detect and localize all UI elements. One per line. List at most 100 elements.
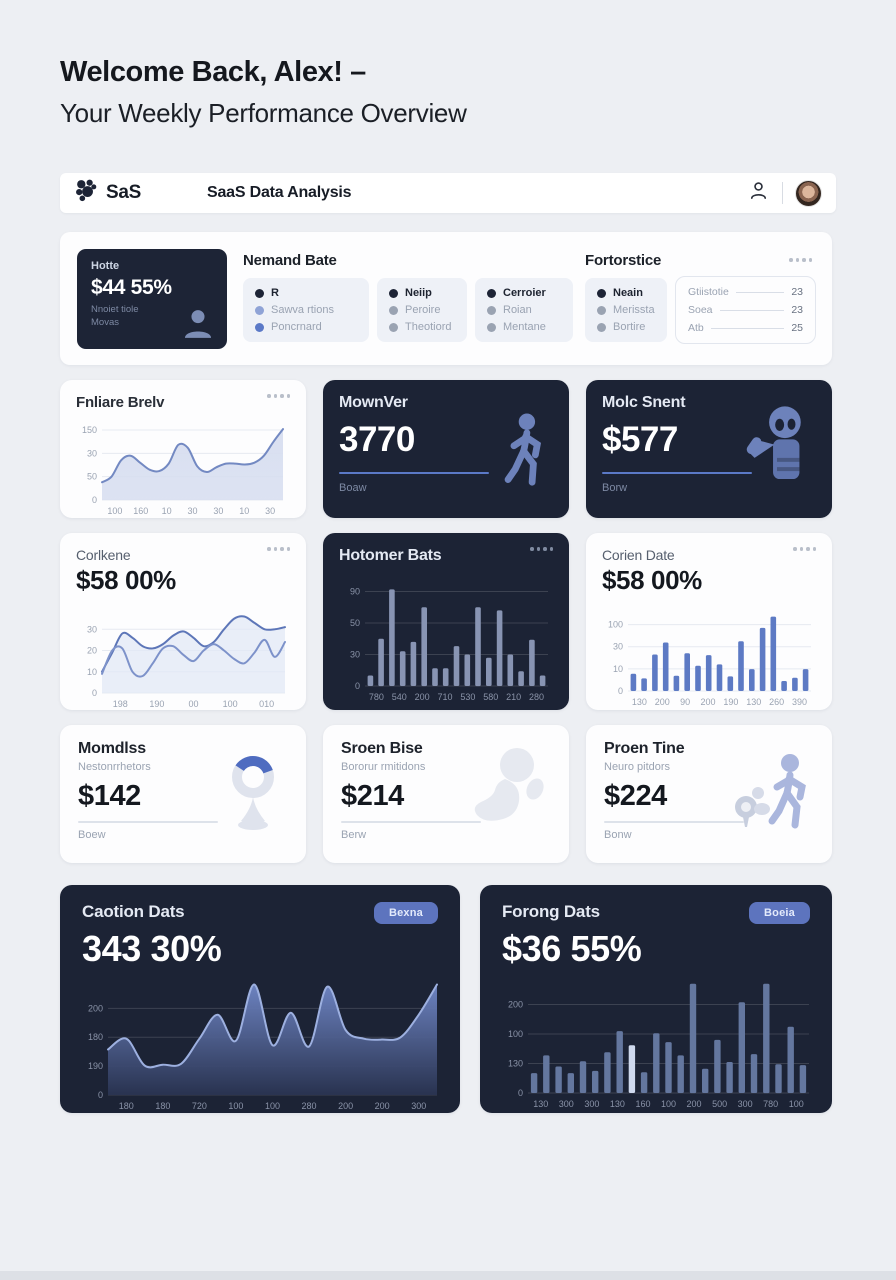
logo-blob-icon [74,178,99,208]
svg-text:540: 540 [392,692,407,702]
legend-group2-title: Fortorstice [585,252,662,269]
legend-dot-icon [597,288,606,298]
momdlss-card: Momdlss Nestonrrhetors $142 Boew [60,725,306,863]
logo[interactable]: SaS [74,178,141,208]
momdlss-title: Momdlss [78,740,146,757]
corien-title: Corien Date [602,547,675,563]
corlkene-title: Corlkene [76,547,131,563]
stats-value: 25 [791,322,803,334]
mownver-value: 3770 [339,420,415,459]
svg-text:200: 200 [338,1101,353,1111]
page-header: Welcome Back, Alex! – Your Weekly Perfor… [60,56,467,129]
sroen-title: Sroen Bise [341,740,423,757]
svg-text:130: 130 [746,697,761,707]
molc-value: $577 [602,420,678,459]
row-3: Corlkene $58 00% 30 20 10 0 198 190 00 100 010 H… [60,533,832,710]
momdlss-value: $142 [78,780,141,812]
hotomer-title: Hotomer Bats [339,547,442,564]
svg-text:280: 280 [302,1101,317,1111]
proen-card: Proen Tine Neuro pitdors $224 Bonw [586,725,832,863]
legend-label: Neain [613,287,643,299]
legend-item: Neain [597,287,655,299]
svg-text:160: 160 [133,506,148,516]
overview-menu-dots[interactable] [789,258,812,262]
svg-text:300: 300 [559,1099,574,1109]
hotomer-bar-chart: 90 50 30 0 780 540 200 710 530 580 210 280 [350,587,548,702]
svg-text:010: 010 [259,699,274,709]
momdlss-subtitle: Nestonrrhetors [78,761,151,773]
legend-dot-icon [487,305,496,315]
proen-underline [604,821,744,823]
figure-raised-hand-icon [744,404,810,493]
stat-sub1: Nnoiet tiole [91,304,139,315]
svg-text:390: 390 [792,697,807,707]
svg-text:130: 130 [533,1099,548,1109]
legend-item: Poncrnard [255,321,357,333]
corien-value: $58 00% [602,565,702,595]
logo-text: SaS [106,182,142,203]
mownver-underline [339,472,489,474]
mownver-card: MownVer 3770 Boaw [323,380,569,518]
svg-text:190: 190 [149,699,164,709]
sroen-value: $214 [341,780,404,812]
corien-menu-dots[interactable] [793,547,816,551]
corien-card: Corien Date $58 00% 100 30 10 0 130 200 90 200 1… [586,533,832,710]
svg-text:30: 30 [87,448,97,458]
overview-panel: Hotte $44 55% Nnoiet tiole Movas Nemand … [60,232,832,365]
proen-value: $224 [604,780,667,812]
svg-text:100: 100 [608,620,623,630]
stats-value: 23 [791,286,803,298]
corlkene-menu-dots[interactable] [267,547,290,551]
proen-title: Proen Tine [604,740,685,757]
legend-label: Neiip [405,287,432,299]
forong-value: $36 55% [502,928,642,969]
sroen-underline [341,821,481,823]
sroen-subtitle: Bororur rmitidons [341,761,426,773]
user-avatar[interactable] [795,179,822,207]
legend-item: Roian [487,304,561,316]
svg-text:200: 200 [88,1003,103,1013]
stats-leader-line [710,327,785,329]
mownver-title: MownVer [339,394,408,411]
legend-dot-icon [255,288,264,298]
legend-label: Sawva rtions [271,304,334,316]
svg-text:30: 30 [213,506,223,516]
fnliare-card: Fnliare Brelv 150 30 50 0 100 160 10 30 30 10 30 [60,380,306,518]
top-navbar: SaS SaaS Data Analysis [60,173,836,213]
user-outline-icon[interactable] [747,179,770,207]
stats-row: Soea 23 [688,304,803,316]
fnliare-title: Fnliare Brelv [76,394,165,411]
legend-dot-icon [389,288,398,298]
svg-text:200: 200 [655,697,670,707]
legend-box-4: Neain Merissta Bortire [585,278,667,342]
caotion-card: Caotion Dats Bexna 343 30% 200 180 190 0 180… [60,885,460,1113]
corlkene-value: $58 00% [76,565,176,595]
svg-text:100: 100 [789,1099,804,1109]
forong-title: Forong Dats [502,902,600,921]
caotion-badge: Bexna [373,902,438,924]
legend-item: Theotiord [389,321,455,333]
stats-label: Gtiistotie [688,286,729,298]
legend-label: Poncrnard [271,321,322,333]
svg-text:100: 100 [265,1101,280,1111]
svg-text:10: 10 [87,667,97,677]
legend-label: Roian [503,304,532,316]
legend-dot-icon [597,305,606,315]
hotomer-card: Hotomer Bats 90 50 30 0 780 540 200 710 530 580 21… [323,533,569,710]
stats-leader-line [719,309,785,311]
legend-dot-icon [255,322,264,332]
svg-text:300: 300 [738,1099,753,1109]
svg-text:130: 130 [508,1059,523,1069]
legend-label: Cerroier [503,287,546,299]
hotomer-menu-dots[interactable] [530,547,553,551]
fnliare-menu-dots[interactable] [267,394,290,398]
svg-text:30: 30 [87,624,97,634]
svg-text:00: 00 [188,699,198,709]
svg-text:130: 130 [610,1099,625,1109]
legend-box-1: R Sawva rtions Poncrnard [243,278,369,342]
stats-list: Gtiistotie 23 Soea 23 Atb 25 [675,276,816,344]
stats-label: Atb [688,322,704,334]
page-subtitle: Your Weekly Performance Overview [60,98,467,128]
svg-text:300: 300 [584,1099,599,1109]
